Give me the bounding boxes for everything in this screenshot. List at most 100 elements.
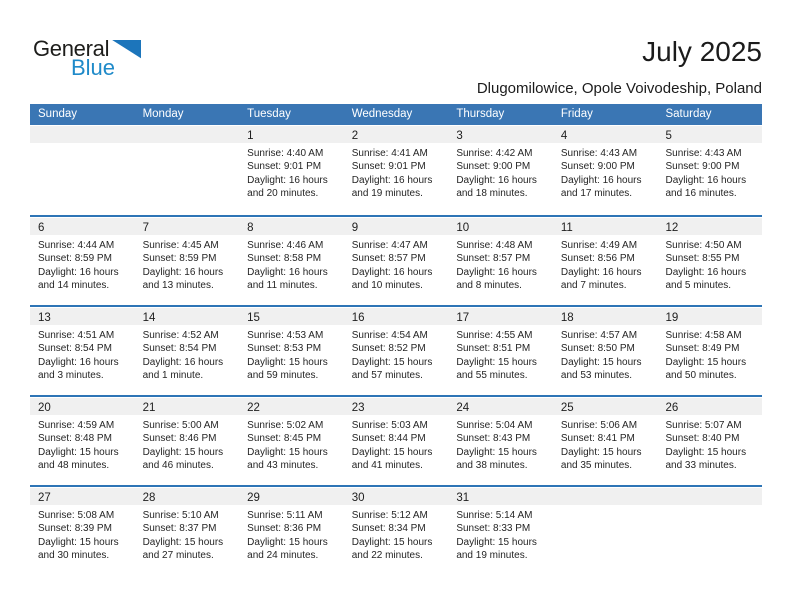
day-number: 29: [247, 492, 260, 504]
day-info: Sunrise: 4:46 AM Sunset: 8:58 PM Daylight:…: [239, 235, 344, 293]
general-blue-logo: General Blue: [33, 36, 142, 79]
sunset-text: Sunset: 8:54 PM: [38, 343, 112, 355]
day-info: Sunrise: 4:52 AM Sunset: 8:54 PM Daylight:…: [135, 325, 240, 383]
logo-triangle-icon: [112, 40, 142, 59]
daylight-text-line1: Daylight: 15 hours: [351, 446, 433, 458]
sunset-text: Sunset: 8:48 PM: [38, 433, 112, 445]
day-info: Sunrise: 4:42 AM Sunset: 9:00 PM Daylight:…: [448, 143, 553, 201]
sunrise-text: Sunrise: 4:48 AM: [456, 240, 533, 251]
day-cell-27: 27 Sunrise: 5:08 AM Sunset: 8:39 PM Dayligh…: [30, 487, 135, 575]
day-number: 21: [142, 402, 156, 414]
week-row-1: 1 Sunrise: 4:40 AM Sunset: 9:01 PM Daylight…: [30, 125, 763, 215]
sunset-text: Sunset: 8:51 PM: [456, 343, 531, 355]
sunrise-text: Sunrise: 4:49 AM: [560, 240, 638, 251]
day-number: 2: [351, 130, 359, 142]
logo-text-general: General: [33, 36, 110, 61]
daylight-text-line2: and 46 minutes.: [142, 460, 214, 472]
day-info: Sunrise: 4:47 AM Sunset: 8:57 PM Daylight:…: [344, 235, 449, 293]
sunset-text: Sunset: 8:33 PM: [456, 523, 531, 535]
sunset-text: Sunset: 8:56 PM: [560, 253, 635, 265]
day-info: Sunrise: 4:45 AM Sunset: 8:59 PM Daylight:…: [135, 235, 240, 293]
sunrise-text: Sunrise: 4:43 AM: [560, 148, 638, 159]
daylight-text-line1: Daylight: 16 hours: [247, 266, 328, 278]
sunrise-text: Sunrise: 4:53 AM: [247, 330, 324, 341]
day-number: 4: [560, 130, 568, 142]
sunrise-text: Sunrise: 4:58 AM: [665, 330, 742, 341]
sunrise-text: Sunrise: 4:42 AM: [456, 148, 533, 159]
daylight-text-line1: Daylight: 16 hours: [560, 174, 642, 186]
day-number-band: 29: [239, 488, 344, 505]
daylight-text-line1: Daylight: 16 hours: [665, 174, 747, 186]
day-cell-21: 21 Sunrise: 5:00 AM Sunset: 8:46 PM Dayligh…: [134, 397, 240, 485]
sunrise-text: Sunrise: 4:43 AM: [665, 148, 742, 159]
day-number: 16: [351, 312, 365, 324]
day-number: 22: [247, 402, 260, 414]
daylight-text-line2: and 35 minutes.: [560, 460, 633, 472]
day-number: 24: [456, 402, 470, 414]
day-number-band: 24: [448, 398, 553, 415]
daylight-text-line2: and 27 minutes.: [142, 550, 214, 562]
day-number-band: 19: [657, 308, 763, 325]
day-number: 28: [142, 492, 156, 504]
daylight-text-line1: Daylight: 15 hours: [456, 356, 537, 368]
day-info: Sunrise: 5:08 AM Sunset: 8:39 PM Daylight:…: [30, 505, 135, 563]
day-cell-3: 3 Sunrise: 4:42 AM Sunset: 9:00 PM Daylight…: [448, 125, 553, 215]
daylight-text-line2: and 17 minutes.: [560, 188, 633, 200]
day-cell-2: 2 Sunrise: 4:41 AM Sunset: 9:01 PM Daylight…: [343, 125, 449, 215]
day-info: Sunrise: 5:07 AM Sunset: 8:40 PM Daylight:…: [657, 415, 762, 473]
day-cell-23: 23 Sunrise: 5:03 AM Sunset: 8:44 PM Dayligh…: [343, 397, 449, 485]
daylight-text-line2: and 57 minutes.: [351, 370, 423, 382]
day-number: 6: [38, 222, 45, 234]
empty-day-cell: [134, 125, 240, 215]
header-titles: July 2025 Dlugomilowice, Opole Voivodesh…: [477, 36, 762, 97]
sunrise-text: Sunrise: 5:12 AM: [351, 510, 428, 521]
sunrise-text: Sunrise: 5:07 AM: [665, 420, 742, 431]
day-number: 13: [38, 312, 51, 324]
sunset-text: Sunset: 8:59 PM: [142, 253, 217, 265]
day-info: Sunrise: 4:43 AM Sunset: 9:00 PM Daylight:…: [553, 143, 658, 201]
sunset-text: Sunset: 8:37 PM: [142, 523, 217, 535]
day-info: Sunrise: 5:03 AM Sunset: 8:44 PM Daylight:…: [344, 415, 449, 473]
location-subtitle: Dlugomilowice, Opole Voivodeship, Poland: [476, 80, 762, 97]
daylight-text-line1: Daylight: 16 hours: [142, 356, 224, 368]
day-info: Sunrise: 4:57 AM Sunset: 8:50 PM Daylight:…: [553, 325, 658, 383]
sunset-text: Sunset: 8:43 PM: [456, 433, 531, 445]
daylight-text-line2: and 7 minutes.: [560, 280, 627, 292]
sunrise-text: Sunrise: 4:57 AM: [560, 330, 638, 341]
day-number: 30: [351, 492, 365, 504]
sunset-text: Sunset: 8:50 PM: [560, 343, 635, 355]
day-cell-13: 13 Sunrise: 4:51 AM Sunset: 8:54 PM Dayligh…: [30, 307, 135, 395]
day-info: Sunrise: 5:12 AM Sunset: 8:34 PM Daylight:…: [344, 505, 449, 563]
day-number-band: 30: [343, 488, 449, 505]
daylight-text-line2: and 19 minutes.: [351, 188, 423, 200]
day-number-band: 15: [239, 308, 344, 325]
sunset-text: Sunset: 9:00 PM: [560, 161, 635, 173]
day-number-band: 5: [657, 126, 763, 143]
sunset-text: Sunset: 8:57 PM: [351, 253, 426, 265]
sunrise-text: Sunrise: 4:50 AM: [665, 240, 742, 251]
day-cell-11: 11 Sunrise: 4:49 AM Sunset: 8:56 PM Dayligh…: [552, 217, 658, 305]
day-info: Sunrise: 4:41 AM Sunset: 9:01 PM Daylight:…: [344, 143, 449, 201]
daylight-text-line2: and 3 minutes.: [38, 370, 104, 382]
daylight-text-line2: and 30 minutes.: [38, 550, 110, 562]
day-number-band: 17: [448, 308, 553, 325]
weekday-wednesday: Wednesday: [351, 108, 413, 120]
week-row-3: 13 Sunrise: 4:51 AM Sunset: 8:54 PM Dayligh…: [30, 305, 763, 395]
day-info: Sunrise: 5:14 AM Sunset: 8:33 PM Daylight:…: [448, 505, 553, 563]
daylight-text-line1: Daylight: 16 hours: [38, 356, 119, 368]
daylight-text-line2: and 43 minutes.: [247, 460, 319, 472]
sunset-text: Sunset: 9:01 PM: [247, 161, 322, 173]
sunset-text: Sunset: 9:00 PM: [665, 161, 740, 173]
day-cell-1: 1 Sunrise: 4:40 AM Sunset: 9:01 PM Daylight…: [239, 125, 344, 215]
sunset-text: Sunset: 9:00 PM: [456, 161, 531, 173]
day-number: 7: [142, 222, 149, 234]
day-cell-6: 6 Sunrise: 4:44 AM Sunset: 8:59 PM Daylight…: [30, 217, 135, 305]
sunrise-text: Sunrise: 4:40 AM: [247, 148, 324, 159]
daylight-text-line1: Daylight: 15 hours: [38, 446, 119, 458]
day-number: 8: [247, 222, 254, 234]
logo-top-row: General: [33, 36, 142, 61]
week-row-5: 27 Sunrise: 5:08 AM Sunset: 8:39 PM Dayligh…: [30, 485, 763, 575]
sunrise-text: Sunrise: 5:03 AM: [351, 420, 428, 431]
daylight-text-line2: and 55 minutes.: [456, 370, 528, 382]
daylight-text-line1: Daylight: 15 hours: [665, 356, 747, 368]
